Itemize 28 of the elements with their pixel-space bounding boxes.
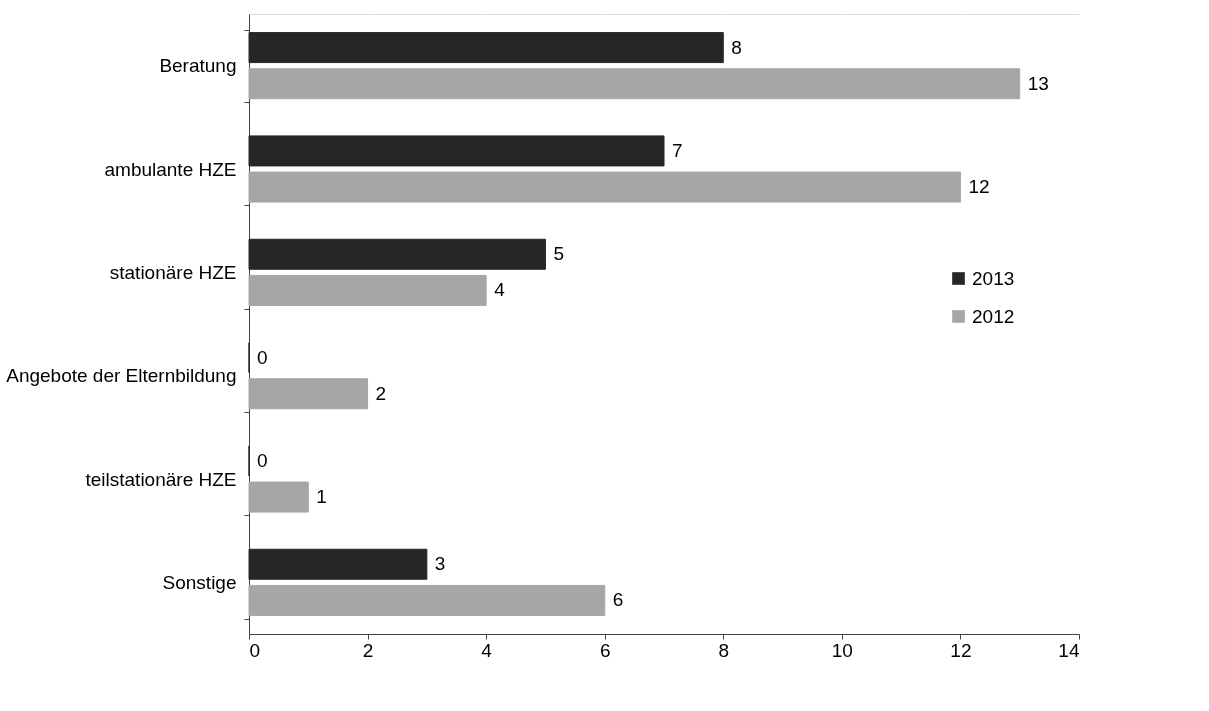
data-label: 0 xyxy=(257,346,268,368)
x-tick-label: 12 xyxy=(950,639,972,661)
y-tick-label: Angebote der Elternbildung xyxy=(6,365,237,387)
data-label: 6 xyxy=(612,589,624,611)
x-tick-label: 4 xyxy=(481,639,493,661)
data-label: 13 xyxy=(1027,72,1049,94)
x-tick-label: 10 xyxy=(831,639,853,661)
y-tick-label: teilstationäre HZE xyxy=(85,468,237,490)
x-tick-label: 14 xyxy=(1058,639,1080,661)
data-label: 5 xyxy=(553,243,565,265)
data-label: 12 xyxy=(968,176,990,198)
data-label: 3 xyxy=(434,553,446,575)
data-label: 1 xyxy=(316,486,327,508)
x-tick-label: 6 xyxy=(599,639,611,661)
y-tick-label: stationäre HZE xyxy=(109,261,237,283)
data-label: 2 xyxy=(375,382,387,404)
x-tick-label: 2 xyxy=(362,639,374,661)
x-tick-label: 0 xyxy=(249,639,261,661)
y-tick-label: ambulante HZE xyxy=(104,158,237,180)
x-tick-label: 8 xyxy=(718,639,730,661)
data-label: 4 xyxy=(494,279,506,301)
data-label: 0 xyxy=(257,449,268,471)
y-tick-label: Beratung xyxy=(159,55,237,77)
legend-label: 2013 xyxy=(972,267,1015,289)
y-tick-label: Sonstige xyxy=(162,571,237,593)
data-label: 7 xyxy=(672,139,683,161)
data-label: 8 xyxy=(731,36,742,58)
legend-label: 2012 xyxy=(972,305,1015,327)
